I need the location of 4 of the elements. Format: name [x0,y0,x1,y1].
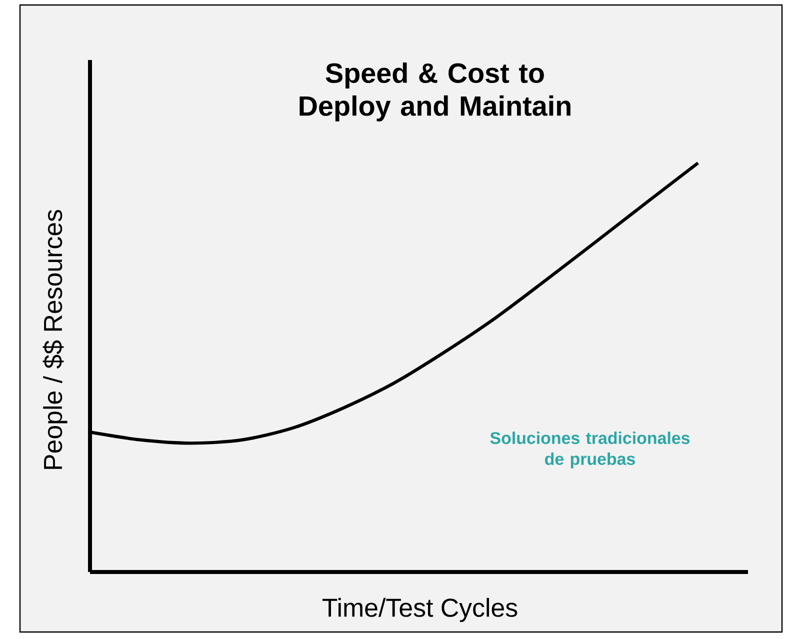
y-axis-title: People / $$ Resources [42,210,68,469]
x-axis-title: Time/Test Cycles [322,598,518,622]
annotation: Soluciones tradicionales de pruebas [490,432,690,468]
chart-title: Speed & Cost to Deploy and Maintain [300,62,570,122]
